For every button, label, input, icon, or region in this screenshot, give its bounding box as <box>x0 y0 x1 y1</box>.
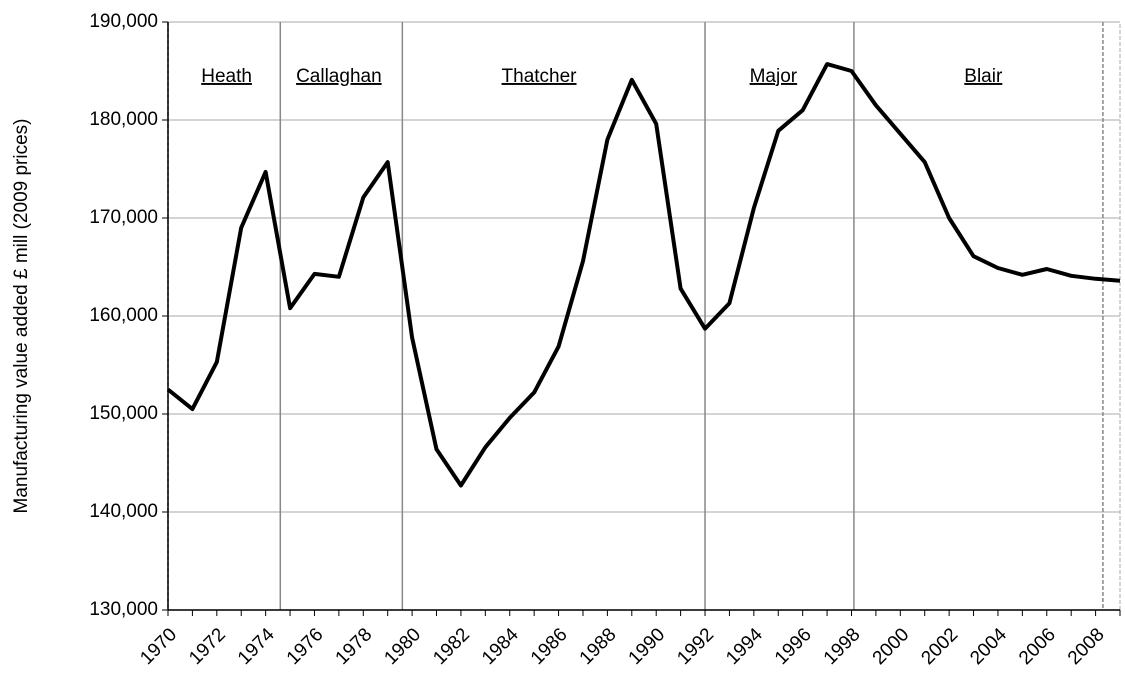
period-label: Major <box>750 66 798 87</box>
x-tick-label: 1974 <box>234 624 279 669</box>
x-tick-label: 1972 <box>185 624 230 669</box>
y-tick-label: 130,000 <box>89 599 158 620</box>
y-tick-label: 150,000 <box>89 403 158 424</box>
y-tick-label: 170,000 <box>89 207 158 228</box>
y-tick-label: 180,000 <box>89 109 158 130</box>
x-tick-label: 1996 <box>771 624 816 669</box>
x-tick-label: 2008 <box>1064 624 1109 669</box>
x-tick-label: 1976 <box>283 624 328 669</box>
data-line <box>166 62 1121 488</box>
x-tick-label: 1992 <box>673 624 718 669</box>
x-tick-label: 2000 <box>869 624 914 669</box>
period-label: Heath <box>201 66 252 87</box>
x-tick-label: 2002 <box>917 624 962 669</box>
y-tick-label: 160,000 <box>89 305 158 326</box>
x-tick-label: 1990 <box>625 624 670 669</box>
x-tick-label: 1982 <box>429 624 474 669</box>
x-tick-label: 1978 <box>332 624 377 669</box>
period-label: Blair <box>964 66 1003 87</box>
period-label: Thatcher <box>502 66 578 87</box>
x-tick-label: 2006 <box>1015 624 1060 669</box>
x-tick-label: 1980 <box>380 624 425 669</box>
x-tick-label: 1986 <box>527 624 572 669</box>
x-tick-label: 1984 <box>478 624 523 669</box>
period-label: Callaghan <box>296 66 382 87</box>
y-axis-label: Manufacturing value added £ mill (2009 p… <box>11 119 32 514</box>
y-tick-label: 190,000 <box>89 11 158 32</box>
x-tick-label: 1970 <box>136 624 181 669</box>
x-tick-label: 1998 <box>820 624 865 669</box>
x-tick-label: 1988 <box>576 624 621 669</box>
x-tick-label: 1994 <box>722 624 767 669</box>
x-tick-label: 2004 <box>966 624 1011 669</box>
y-tick-label: 140,000 <box>89 501 158 522</box>
